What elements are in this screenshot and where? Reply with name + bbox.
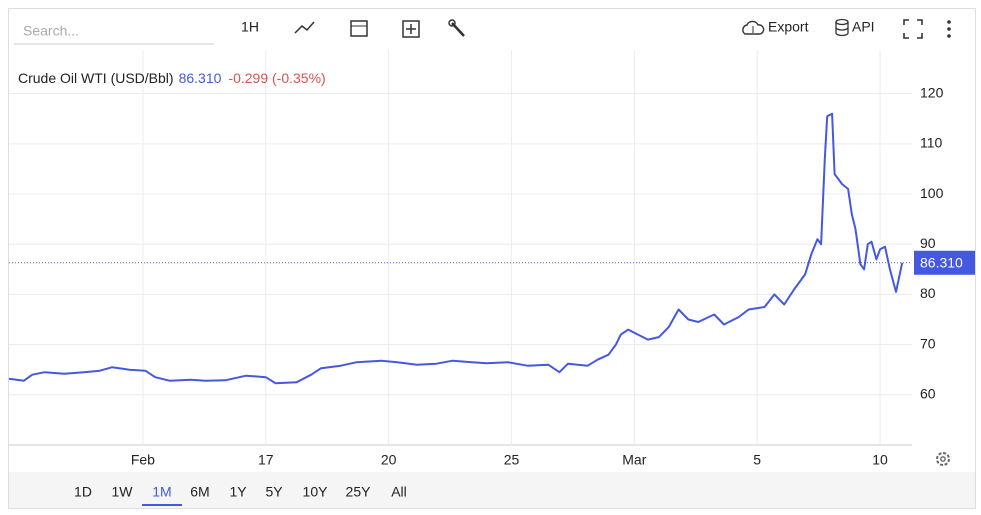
range-button[interactable]: 6M xyxy=(190,484,209,500)
y-tick-label: 60 xyxy=(920,386,936,402)
price-line xyxy=(8,112,904,385)
add-indicator-icon[interactable] xyxy=(402,20,420,38)
x-tick-label: 5 xyxy=(753,452,761,468)
range-button[interactable]: 1W xyxy=(112,484,134,500)
settings-icon[interactable] xyxy=(936,452,950,466)
frame xyxy=(8,8,976,509)
tools-icon[interactable] xyxy=(448,19,465,37)
x-tick-label: 25 xyxy=(504,452,520,468)
menu-icon[interactable] xyxy=(947,20,951,38)
range-button[interactable]: 25Y xyxy=(346,484,372,500)
y-tick-label: 70 xyxy=(920,335,936,351)
y-tick-label: 80 xyxy=(920,285,936,301)
range-bar xyxy=(9,472,975,508)
api-icon[interactable] xyxy=(835,18,849,37)
range-button[interactable]: 1D xyxy=(74,484,92,500)
range-button[interactable]: All xyxy=(391,484,407,500)
x-tick-label: Feb xyxy=(131,452,155,468)
api-button[interactable]: API xyxy=(852,19,875,35)
range-button[interactable]: 5Y xyxy=(265,484,283,500)
interval-button[interactable]: 1H xyxy=(241,19,259,35)
chart-type-icon[interactable] xyxy=(294,21,315,34)
legend-last: 86.310 xyxy=(179,70,222,86)
export-icon[interactable] xyxy=(742,20,765,35)
y-tick-label: 90 xyxy=(920,235,936,251)
search-input[interactable]: Search... xyxy=(23,23,79,39)
range-button[interactable]: 1M xyxy=(152,484,171,500)
plot: 60 70 80 90 100 110 120 Feb 17 20 25 Mar 5 10 86.310 xyxy=(8,50,975,468)
fullscreen-icon[interactable] xyxy=(903,19,923,39)
x-tick-label: 17 xyxy=(258,452,274,468)
y-tick-label: 120 xyxy=(920,84,944,100)
x-tick-label: 20 xyxy=(381,452,397,468)
y-tick-label: 100 xyxy=(920,185,944,201)
legend-change: -0.299 (-0.35%) xyxy=(228,70,325,86)
range-button[interactable]: 10Y xyxy=(303,484,329,500)
legend: Crude Oil WTI (USD/Bbl) 86.310 -0.299 (-0.… xyxy=(18,70,326,86)
export-button[interactable]: Export xyxy=(768,19,809,35)
x-tick-label: Mar xyxy=(622,452,646,468)
y-tick-label: 110 xyxy=(920,135,943,151)
range-button[interactable]: 1Y xyxy=(229,484,247,500)
last-price-tag xyxy=(914,250,975,275)
legend-title: Crude Oil WTI (USD/Bbl) xyxy=(18,70,174,86)
last-price-label: 86.310 xyxy=(920,254,963,270)
x-tick-label: 10 xyxy=(872,452,888,468)
calendar-icon[interactable] xyxy=(350,20,368,37)
